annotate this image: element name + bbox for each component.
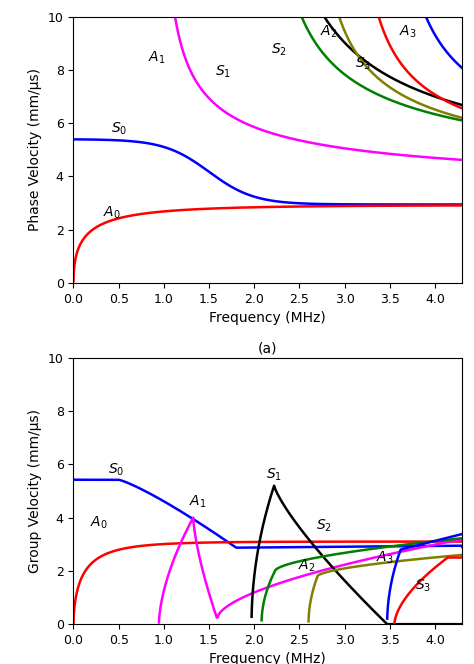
Text: $S_3$: $S_3$ [415,578,431,594]
Text: $A_3$: $A_3$ [399,23,417,40]
Text: $A_3$: $A_3$ [376,550,394,566]
Text: $A_2$: $A_2$ [320,23,337,40]
Text: $A_2$: $A_2$ [298,558,315,574]
Text: $S_2$: $S_2$ [316,517,332,534]
Text: $S_3$: $S_3$ [356,55,372,72]
Text: $S_1$: $S_1$ [215,63,231,80]
Text: $S_2$: $S_2$ [271,42,287,58]
Text: (a): (a) [258,342,278,356]
Text: $S_0$: $S_0$ [111,121,128,137]
X-axis label: Frequency (MHz): Frequency (MHz) [210,311,326,325]
X-axis label: Frequency (MHz): Frequency (MHz) [210,653,326,664]
Text: $A_1$: $A_1$ [189,493,207,510]
Y-axis label: Group Velocity (mm/μs): Group Velocity (mm/μs) [28,409,42,573]
Y-axis label: Phase Velocity (mm/μs): Phase Velocity (mm/μs) [28,68,42,231]
Text: $A_0$: $A_0$ [103,205,121,221]
Text: $A_1$: $A_1$ [147,50,165,66]
Text: $S_0$: $S_0$ [108,461,124,478]
Text: $S_1$: $S_1$ [266,467,282,483]
Text: $A_0$: $A_0$ [90,515,108,531]
